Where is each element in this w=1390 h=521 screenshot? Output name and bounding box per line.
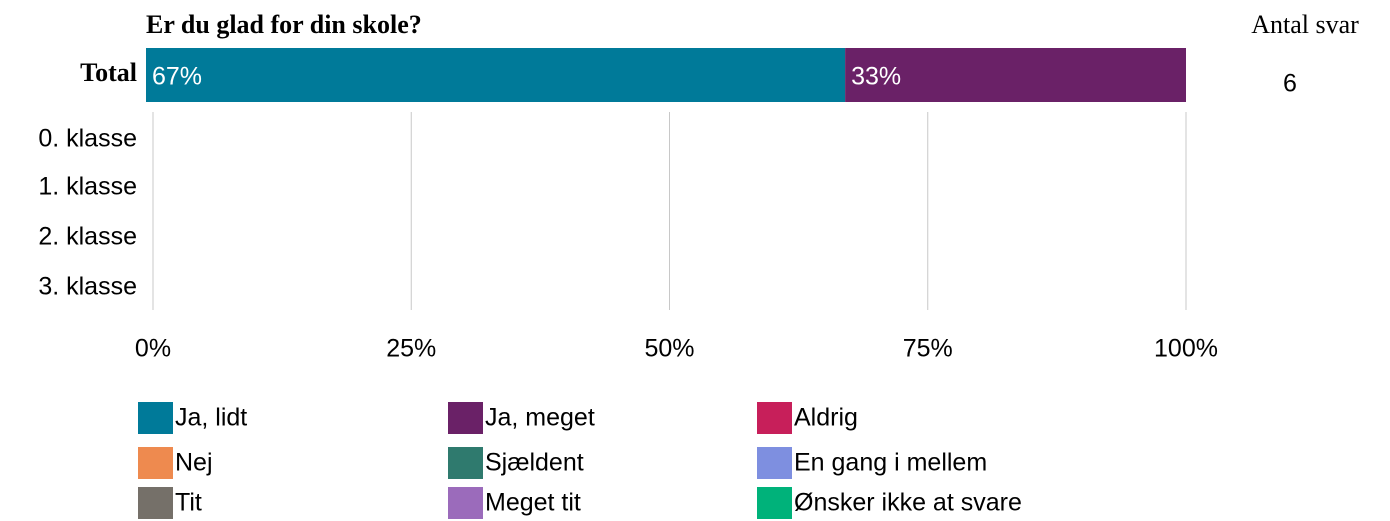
value-label: 67% — [152, 63, 202, 91]
count-header: Antal svar — [1251, 10, 1359, 39]
y-tick-label: 1. klasse — [38, 173, 137, 201]
legend-swatch — [138, 447, 173, 479]
legend-swatch — [448, 447, 483, 479]
y-tick-label: Total — [80, 58, 137, 87]
x-tick-label: 100% — [1154, 335, 1218, 363]
chart-title: Er du glad for din skole? — [146, 10, 422, 39]
legend-label: Ja, lidt — [175, 404, 247, 432]
x-tick-label: 25% — [386, 335, 436, 363]
legend-swatch — [757, 402, 792, 434]
legend-label: Aldrig — [794, 404, 858, 432]
legend-swatch — [138, 487, 173, 519]
x-tick-label: 75% — [903, 335, 953, 363]
legend-label: Nej — [175, 449, 213, 477]
y-tick-label: 0. klasse — [38, 125, 137, 153]
x-tick-label: 0% — [135, 335, 171, 363]
count-label: 6 — [1283, 70, 1297, 98]
legend-swatch — [138, 402, 173, 434]
legend-swatch — [757, 487, 792, 519]
bar-segment — [146, 48, 846, 102]
legend-swatch — [448, 402, 483, 434]
legend-swatch — [757, 447, 792, 479]
legend-label: Meget tit — [485, 489, 581, 517]
value-label: 33% — [851, 63, 901, 91]
legend-label: Sjældent — [485, 449, 584, 477]
x-tick-label: 50% — [644, 335, 694, 363]
legend-label: Ja, meget — [485, 404, 595, 432]
legend-swatch — [448, 487, 483, 519]
legend-label: Tit — [175, 489, 202, 517]
bar-segment — [845, 48, 1186, 102]
legend-label: En gang i mellem — [794, 449, 987, 477]
y-tick-label: 2. klasse — [38, 223, 137, 251]
legend-label: Ønsker ikke at svare — [794, 489, 1022, 517]
y-tick-label: 3. klasse — [38, 273, 137, 301]
